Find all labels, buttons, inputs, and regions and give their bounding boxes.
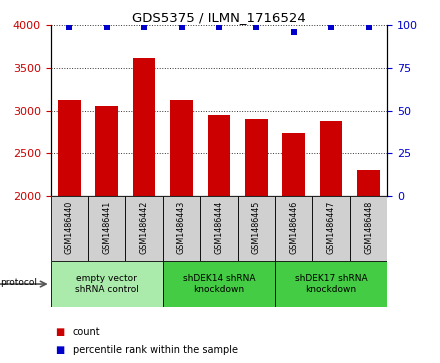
Point bbox=[103, 24, 110, 30]
Bar bbox=[133, 58, 155, 196]
Text: ■: ■ bbox=[55, 327, 64, 337]
Text: GSM1486441: GSM1486441 bbox=[102, 201, 111, 254]
Bar bbox=[200, 196, 238, 261]
Bar bbox=[51, 261, 163, 307]
Bar bbox=[275, 261, 387, 307]
Text: shDEK17 shRNA
knockdown: shDEK17 shRNA knockdown bbox=[295, 274, 367, 294]
Bar bbox=[58, 101, 81, 196]
Text: GSM1486443: GSM1486443 bbox=[177, 201, 186, 254]
Bar bbox=[282, 133, 305, 196]
Text: GSM1486442: GSM1486442 bbox=[139, 201, 149, 254]
Point bbox=[66, 24, 73, 30]
Bar bbox=[320, 121, 342, 196]
Text: protocol: protocol bbox=[0, 278, 37, 287]
Bar bbox=[51, 196, 88, 261]
Point bbox=[216, 24, 222, 30]
Text: GSM1486440: GSM1486440 bbox=[65, 201, 74, 254]
Bar bbox=[245, 119, 268, 196]
Bar bbox=[357, 170, 380, 196]
Bar bbox=[163, 196, 200, 261]
Bar bbox=[350, 196, 387, 261]
Point bbox=[327, 24, 335, 30]
Bar bbox=[170, 99, 193, 196]
Point bbox=[141, 24, 148, 30]
Text: GSM1486444: GSM1486444 bbox=[214, 201, 224, 254]
Bar bbox=[125, 196, 163, 261]
Text: GSM1486448: GSM1486448 bbox=[364, 201, 373, 254]
Text: percentile rank within the sample: percentile rank within the sample bbox=[73, 345, 238, 355]
Bar bbox=[208, 115, 230, 196]
Point bbox=[178, 24, 185, 30]
Title: GDS5375 / ILMN_1716524: GDS5375 / ILMN_1716524 bbox=[132, 11, 306, 24]
Bar bbox=[95, 106, 118, 196]
Point bbox=[290, 29, 297, 35]
Text: empty vector
shRNA control: empty vector shRNA control bbox=[75, 274, 139, 294]
Bar bbox=[88, 196, 125, 261]
Text: count: count bbox=[73, 327, 100, 337]
Text: ■: ■ bbox=[55, 345, 64, 355]
Text: GSM1486446: GSM1486446 bbox=[289, 201, 298, 254]
Bar bbox=[163, 261, 275, 307]
Text: shDEK14 shRNA
knockdown: shDEK14 shRNA knockdown bbox=[183, 274, 255, 294]
Bar bbox=[312, 196, 350, 261]
Text: GSM1486447: GSM1486447 bbox=[326, 201, 336, 254]
Text: GSM1486445: GSM1486445 bbox=[252, 201, 261, 254]
Point bbox=[253, 24, 260, 30]
Bar bbox=[275, 196, 312, 261]
Bar bbox=[238, 196, 275, 261]
Point bbox=[365, 24, 372, 30]
